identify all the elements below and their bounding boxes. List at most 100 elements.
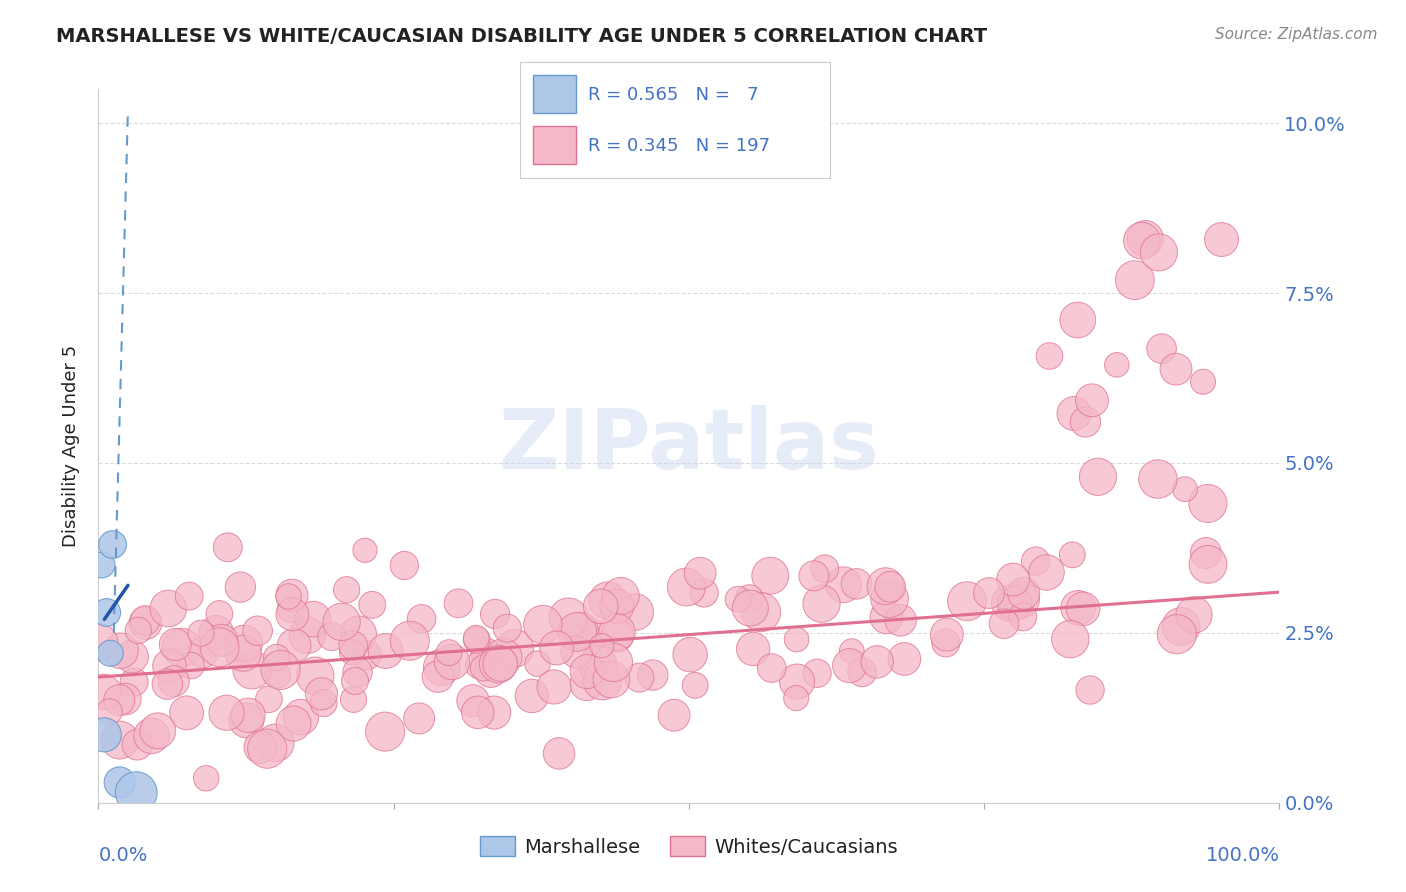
Point [141, 729, 163, 743]
Point [1074, 415, 1097, 429]
Point [851, 665, 873, 680]
Point [394, 558, 416, 573]
Point [1164, 362, 1187, 376]
Point [1195, 546, 1218, 560]
Point [134, 614, 156, 628]
Point [557, 610, 579, 624]
Point [98, 705, 121, 719]
Point [411, 612, 433, 626]
Point [591, 673, 613, 688]
Point [98, 646, 121, 660]
Point [205, 626, 228, 640]
Point [567, 624, 589, 639]
Point [232, 646, 254, 660]
Point [742, 642, 765, 657]
Point [108, 775, 131, 789]
Point [257, 692, 280, 706]
Point [110, 644, 132, 658]
Point [803, 569, 825, 583]
Point [108, 733, 131, 747]
Point [1002, 573, 1025, 587]
Point [256, 741, 278, 756]
Point [841, 644, 863, 658]
Point [1081, 393, 1104, 408]
Point [347, 627, 370, 641]
Point [336, 582, 359, 597]
Point [374, 644, 396, 658]
Point [866, 655, 889, 669]
Point [346, 665, 368, 679]
Point [89, 635, 111, 649]
Point [749, 605, 772, 619]
Point [879, 580, 901, 594]
Point [1004, 597, 1026, 611]
Point [211, 633, 233, 648]
Point [233, 636, 256, 650]
Point [977, 586, 1000, 600]
Point [503, 641, 526, 656]
Point [408, 711, 430, 725]
Point [875, 610, 897, 624]
Point [461, 694, 484, 708]
Point [330, 615, 353, 629]
Point [596, 593, 619, 607]
Point [526, 657, 548, 671]
Point [163, 674, 186, 689]
Point [340, 645, 363, 659]
Point [662, 708, 685, 723]
Point [679, 648, 702, 662]
Point [606, 599, 628, 614]
Point [437, 646, 460, 660]
Point [447, 596, 470, 610]
Point [586, 657, 609, 672]
Point [93, 728, 115, 742]
Text: MARSHALLESE VS WHITE/CAUCASIAN DISABILITY AGE UNDER 5 CORRELATION CHART: MARSHALLESE VS WHITE/CAUCASIAN DISABILIT… [56, 27, 987, 45]
Point [283, 639, 305, 653]
Point [1150, 342, 1173, 356]
Point [579, 627, 602, 641]
Point [249, 740, 271, 755]
Point [1147, 245, 1170, 260]
Point [1105, 358, 1128, 372]
Point [354, 543, 377, 558]
Point [101, 537, 124, 551]
Point [890, 613, 912, 627]
FancyBboxPatch shape [533, 75, 576, 113]
Point [565, 645, 588, 659]
Point [159, 658, 181, 673]
Point [266, 650, 288, 665]
Point [761, 661, 783, 675]
Legend: Marshallese, Whites/Caucasians: Marshallese, Whites/Caucasians [472, 829, 905, 864]
Point [786, 632, 808, 647]
Point [689, 566, 711, 581]
Point [935, 636, 957, 650]
Point [1135, 232, 1157, 246]
Point [1170, 619, 1192, 633]
Point [589, 599, 612, 614]
FancyBboxPatch shape [533, 126, 576, 164]
Point [127, 624, 149, 638]
Point [575, 677, 598, 691]
Point [176, 706, 198, 720]
Point [195, 772, 218, 786]
Point [165, 638, 187, 652]
Point [606, 625, 628, 640]
Point [1025, 554, 1047, 568]
Point [838, 658, 860, 673]
Point [170, 640, 193, 655]
Text: 0.0%: 0.0% [98, 846, 148, 864]
Point [427, 669, 450, 683]
Point [465, 631, 488, 645]
Point [472, 661, 495, 675]
Point [229, 580, 252, 594]
Point [600, 673, 623, 687]
Text: 100.0%: 100.0% [1205, 846, 1279, 864]
Point [127, 738, 149, 752]
Point [342, 692, 364, 706]
Point [489, 657, 512, 671]
Point [283, 716, 305, 731]
Point [727, 592, 749, 607]
Point [235, 714, 257, 728]
Point [520, 689, 543, 703]
Point [641, 668, 664, 682]
